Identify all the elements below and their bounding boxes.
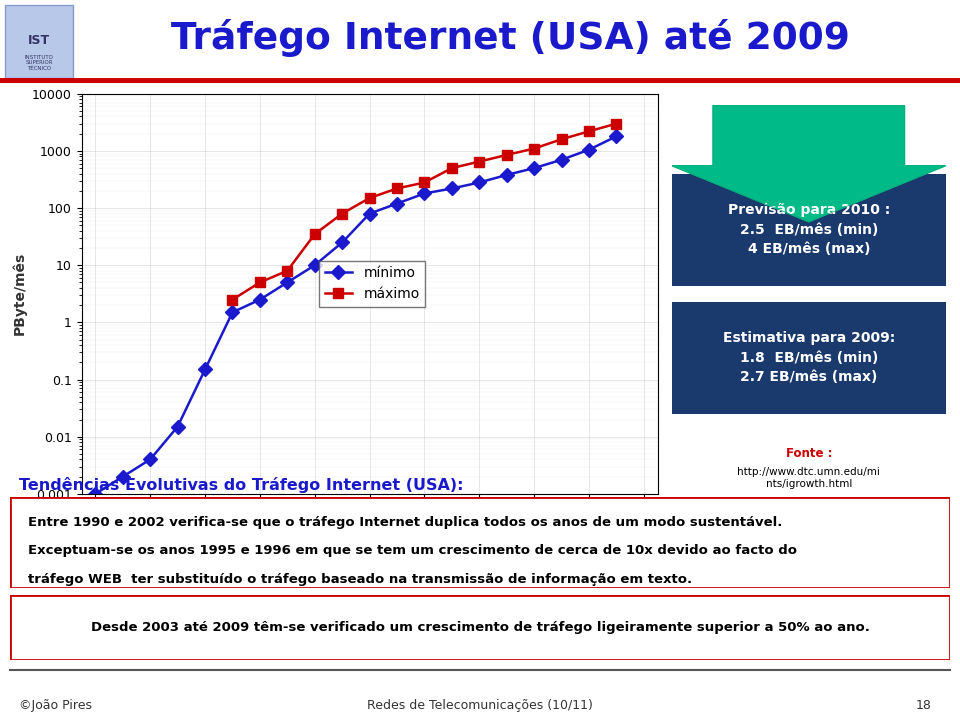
Bar [5, 5, 73, 78]
mínimo [392, 199, 403, 208]
máximo [392, 184, 403, 193]
Text: Previsão para 2010 :
2.5  EB/mês (min)
4 EB/mês (max): Previsão para 2010 : 2.5 EB/mês (min) 4 … [728, 203, 890, 256]
mínimo [446, 184, 458, 193]
máximo [473, 157, 485, 166]
Text: ©João Pires: ©João Pires [19, 699, 92, 712]
mínimo [336, 238, 348, 247]
máximo [364, 194, 375, 203]
Text: Estimativa para 2009:
1.8  EB/mês (min)
2.7 EB/mês (max): Estimativa para 2009: 1.8 EB/mês (min) 2… [723, 332, 895, 384]
mínimo [227, 308, 238, 317]
mínimo [281, 278, 293, 287]
Text: 18: 18 [915, 699, 931, 712]
Text: http://www.dtc.umn.edu/mi
nts/igrowth.html: http://www.dtc.umn.edu/mi nts/igrowth.ht… [737, 467, 880, 489]
Text: Tendências Evolutivas do Tráfego Internet (USA):: Tendências Evolutivas do Tráfego Interne… [19, 477, 464, 493]
Line: máximo: máximo [228, 119, 621, 304]
FancyBboxPatch shape [10, 497, 950, 588]
mínimo [556, 156, 567, 164]
Text: Exceptuam-se os anos 1995 e 1996 em que se tem um crescimento de cerca de 10x de: Exceptuam-se os anos 1995 e 1996 em que … [29, 544, 798, 557]
mínimo [172, 423, 183, 431]
máximo [446, 164, 458, 172]
máximo [611, 119, 622, 128]
FancyBboxPatch shape [10, 595, 950, 660]
mínimo [144, 455, 156, 464]
máximo [419, 178, 430, 187]
máximo [528, 144, 540, 153]
máximo [227, 296, 238, 304]
Bar [672, 174, 946, 286]
mínimo [309, 261, 321, 270]
Bar [672, 302, 946, 414]
máximo [336, 209, 348, 218]
Text: IST: IST [28, 35, 50, 48]
mínimo [89, 490, 101, 498]
máximo [556, 135, 567, 143]
Text: tráfego WEB  ter substituído o tráfego baseado na transmissão de informação em t: tráfego WEB ter substituído o tráfego ba… [29, 573, 692, 586]
mínimo [501, 171, 513, 180]
mínimo [611, 132, 622, 141]
Text: Tráfego Internet (USA) até 2009: Tráfego Internet (USA) até 2009 [171, 19, 850, 57]
mínimo [419, 189, 430, 198]
Text: Redes de Telecomunicações (10/11): Redes de Telecomunicações (10/11) [367, 699, 593, 712]
mínimo [473, 178, 485, 187]
mínimo [528, 164, 540, 172]
Y-axis label: PByte/mês: PByte/mês [12, 252, 27, 335]
máximo [309, 230, 321, 239]
máximo [281, 267, 293, 275]
máximo [254, 278, 266, 287]
Text: Entre 1990 e 2002 verifica-se que o tráfego Internet duplica todos os anos de um: Entre 1990 e 2002 verifica-se que o tráf… [29, 516, 782, 528]
mínimo [584, 146, 595, 154]
Text: INSTITUTO
SUPERIOR
TÉCNICO: INSTITUTO SUPERIOR TÉCNICO [25, 55, 54, 71]
máximo [501, 151, 513, 159]
mínimo [200, 365, 211, 373]
mínimo [117, 472, 129, 481]
Text: Desde 2003 até 2009 têm-se verificado um crescimento de tráfego ligeiramente sup: Desde 2003 até 2009 têm-se verificado um… [90, 621, 870, 634]
Polygon shape [672, 106, 946, 222]
Text: Fonte :: Fonte : [785, 447, 832, 461]
mínimo [254, 296, 266, 304]
Line: mínimo: mínimo [90, 131, 621, 499]
Legend: mínimo, máximo: mínimo, máximo [319, 261, 425, 307]
máximo [584, 127, 595, 136]
mínimo [364, 209, 375, 218]
